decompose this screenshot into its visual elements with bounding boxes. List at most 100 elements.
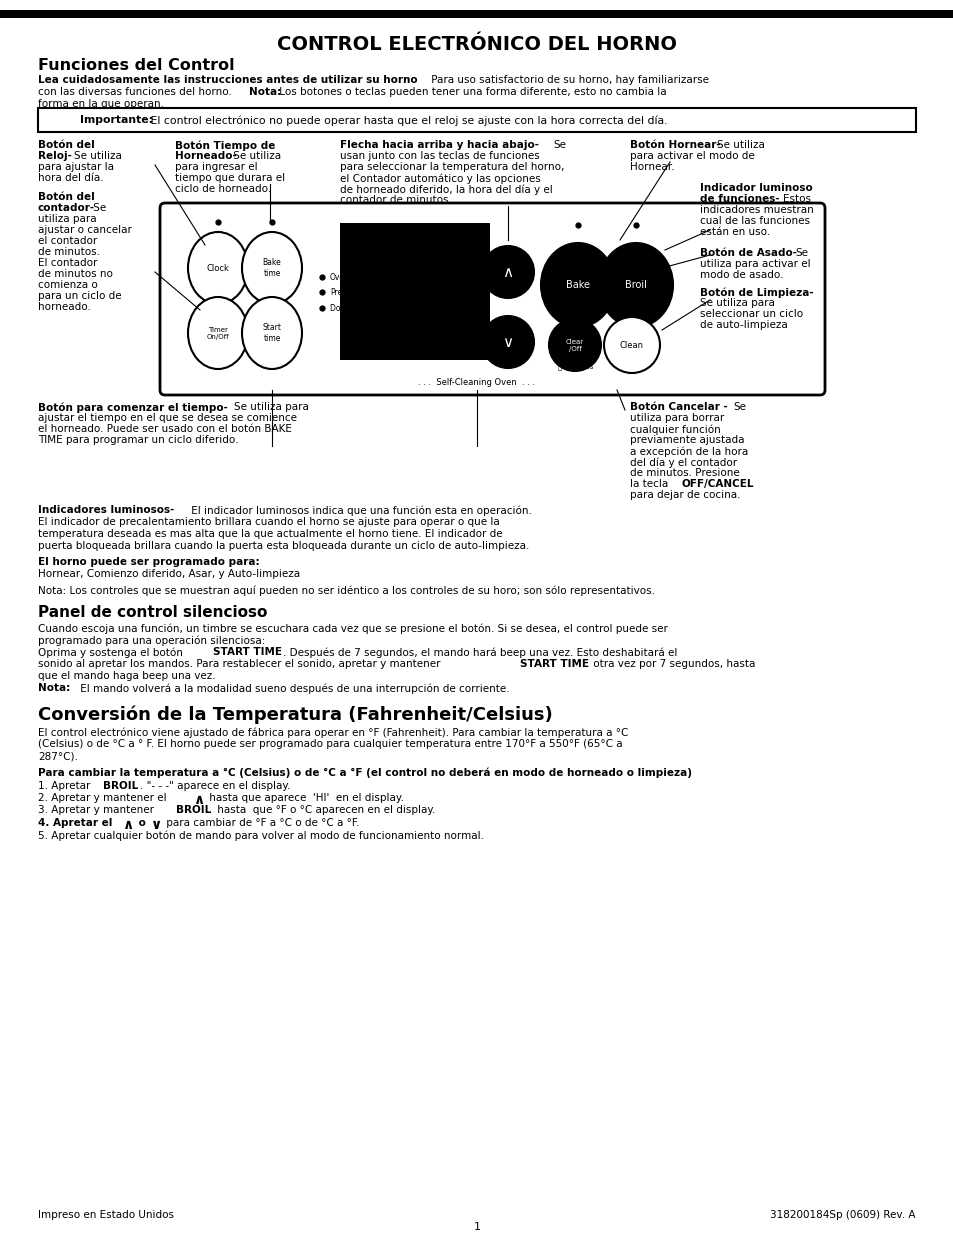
Text: Oven: Oven xyxy=(330,273,350,282)
Text: Botón para comenzar el tiempo-: Botón para comenzar el tiempo- xyxy=(38,403,228,412)
Text: Botón Tiempo de: Botón Tiempo de xyxy=(174,140,275,151)
Text: Broil: Broil xyxy=(624,280,646,290)
Text: puerta bloqueada brillara cuando la puerta esta bloqueada durante un ciclo de au: puerta bloqueada brillara cuando la puer… xyxy=(38,541,529,551)
Bar xyxy=(339,224,490,359)
Text: Conversión de la Temperatura (Fahrenheit/Celsius): Conversión de la Temperatura (Fahrenheit… xyxy=(38,705,552,724)
Text: Hornear.: Hornear. xyxy=(629,162,674,172)
Text: Flecha hacia arriba y hacia abajo-: Flecha hacia arriba y hacia abajo- xyxy=(339,140,538,149)
Text: Nota:: Nota: xyxy=(249,86,281,98)
Text: Door Locked: Door Locked xyxy=(330,304,377,312)
Text: TIME para programar un ciclo diferido.: TIME para programar un ciclo diferido. xyxy=(38,435,238,445)
Text: BROIL: BROIL xyxy=(103,781,138,790)
Text: Reloj-: Reloj- xyxy=(38,151,71,161)
Text: Se utiliza: Se utiliza xyxy=(230,151,281,161)
Text: el horneado. Puede ser usado con el botón BAKE: el horneado. Puede ser usado con el botó… xyxy=(38,424,292,433)
Text: START TIME: START TIME xyxy=(213,647,282,657)
Text: OFF/CANCEL: OFF/CANCEL xyxy=(681,479,754,489)
Text: seleccionar un ciclo: seleccionar un ciclo xyxy=(700,309,802,319)
Text: de minutos.: de minutos. xyxy=(38,247,100,257)
Text: cual de las funciones: cual de las funciones xyxy=(700,216,809,226)
Text: para un ciclo de: para un ciclo de xyxy=(38,291,121,301)
Text: del día y el contador: del día y el contador xyxy=(629,457,737,468)
Text: Bake: Bake xyxy=(565,280,589,290)
Text: Se: Se xyxy=(553,140,565,149)
Text: para activar el modo de: para activar el modo de xyxy=(629,151,754,161)
Text: la tecla: la tecla xyxy=(629,479,671,489)
Text: Horneado-: Horneado- xyxy=(174,151,236,161)
Text: a excepción de la hora: a excepción de la hora xyxy=(629,446,747,457)
Text: de horneado diferido, la hora del día y el: de horneado diferido, la hora del día y … xyxy=(339,184,552,194)
Text: Indicador luminoso: Indicador luminoso xyxy=(700,183,812,193)
Text: utiliza para borrar: utiliza para borrar xyxy=(629,412,723,424)
Text: Hornear, Comienzo diferido, Asar, y Auto-limpieza: Hornear, Comienzo diferido, Asar, y Auto… xyxy=(38,569,300,579)
Text: para dejar de cocina.: para dejar de cocina. xyxy=(629,490,740,500)
Text: sonido al apretar los mandos. Para restablecer el sonido, apretar y mantener: sonido al apretar los mandos. Para resta… xyxy=(38,659,443,669)
Bar xyxy=(38,107,915,132)
Text: (Celsius) o de °C a ° F. El horno puede ser programado para cualquier temperatur: (Celsius) o de °C a ° F. El horno puede … xyxy=(38,739,622,748)
Text: 1. Apretar: 1. Apretar xyxy=(38,781,93,790)
Text: hasta  que °F o °C aparecen en el display.: hasta que °F o °C aparecen en el display… xyxy=(213,805,435,815)
Text: tiempo que durara el: tiempo que durara el xyxy=(174,173,285,183)
Text: temperatura deseada es mas alta que la que actualmente el horno tiene. El indica: temperatura deseada es mas alta que la q… xyxy=(38,529,502,538)
Text: Se: Se xyxy=(90,203,106,212)
Text: Nota: Los controles que se muestran aquí pueden no ser idéntico a los controles : Nota: Los controles que se muestran aquí… xyxy=(38,585,655,595)
Text: Nota:: Nota: xyxy=(38,683,71,693)
Text: 2. Apretar y mantener el: 2. Apretar y mantener el xyxy=(38,793,170,803)
Text: El mando volverá a la modalidad sueno después de una interrupción de corriente.: El mando volverá a la modalidad sueno de… xyxy=(77,683,509,694)
Text: usan junto con las teclas de funciones: usan junto con las teclas de funciones xyxy=(339,151,539,161)
Text: Se utiliza para: Se utiliza para xyxy=(700,298,774,308)
Text: Funciones del Control: Funciones del Control xyxy=(38,58,234,73)
Circle shape xyxy=(481,246,534,298)
Text: el contador: el contador xyxy=(38,236,97,246)
Text: Preheat: Preheat xyxy=(330,288,359,296)
Text: Lea cuidadosamente las instrucciones antes de utilizar su horno: Lea cuidadosamente las instrucciones ant… xyxy=(38,75,417,85)
Text: El contador: El contador xyxy=(38,258,97,268)
Text: Clear
/Off: Clear /Off xyxy=(565,338,583,352)
Ellipse shape xyxy=(188,232,248,304)
Text: Botón del: Botón del xyxy=(38,191,94,203)
Text: ajustar el tiempo en el que se desea se comience: ajustar el tiempo en el que se desea se … xyxy=(38,412,296,424)
Text: El control electrónico no puede operar hasta que el reloj se ajuste con la hora : El control electrónico no puede operar h… xyxy=(147,115,667,126)
Text: Los botones o teclas pueden tener una forma diferente, esto no cambia la: Los botones o teclas pueden tener una fo… xyxy=(275,86,666,98)
Text: . . .  Self-Cleaning Oven  . . .: . . . Self-Cleaning Oven . . . xyxy=(418,378,535,387)
Text: de minutos. Presione: de minutos. Presione xyxy=(629,468,739,478)
Text: El control electrónico viene ajustado de fábrica para operar en °F (Fahrenheit).: El control electrónico viene ajustado de… xyxy=(38,727,628,737)
Text: Se utiliza: Se utiliza xyxy=(74,151,122,161)
Text: Se: Se xyxy=(732,403,745,412)
Text: 287°C).: 287°C). xyxy=(38,751,78,761)
Text: Botón Hornear-: Botón Hornear- xyxy=(629,140,720,149)
Text: utiliza para activar el: utiliza para activar el xyxy=(700,259,810,269)
Text: comienza o: comienza o xyxy=(38,280,97,290)
Text: Importante:: Importante: xyxy=(80,115,153,125)
Text: Clock: Clock xyxy=(207,263,230,273)
Text: Estos: Estos xyxy=(782,194,810,204)
Text: 5. Apretar cualquier botón de mando para volver al modo de funcionamiento normal: 5. Apretar cualquier botón de mando para… xyxy=(38,830,483,841)
Text: hora del día.: hora del día. xyxy=(38,173,104,183)
Text: . Después de 7 segundos, el mando hará beep una vez. Esto deshabitará el: . Después de 7 segundos, el mando hará b… xyxy=(283,647,677,657)
Text: El indicador luminosos indica que una función esta en operación.: El indicador luminosos indica que una fu… xyxy=(188,505,532,515)
Text: cualquier función: cualquier función xyxy=(629,424,720,435)
Text: Timer
On/Off: Timer On/Off xyxy=(207,326,229,340)
Text: Se utiliza para: Se utiliza para xyxy=(233,403,309,412)
Text: otra vez por 7 segundos, hasta: otra vez por 7 segundos, hasta xyxy=(589,659,755,669)
Text: Botón de Asado-: Botón de Asado- xyxy=(700,248,796,258)
Ellipse shape xyxy=(242,296,302,369)
Text: 3. Apretar y mantener: 3. Apretar y mantener xyxy=(38,805,157,815)
Text: contador de minutos.: contador de minutos. xyxy=(339,195,452,205)
Text: para seleccionar la temperatura del horno,: para seleccionar la temperatura del horn… xyxy=(339,162,564,172)
Text: Se: Se xyxy=(794,248,807,258)
Text: Se utiliza: Se utiliza xyxy=(717,140,764,149)
Text: ⚿ Controls: ⚿ Controls xyxy=(558,363,593,369)
Text: 4. Apretar el: 4. Apretar el xyxy=(38,818,116,827)
Circle shape xyxy=(548,319,600,370)
Text: de funciones-: de funciones- xyxy=(700,194,779,204)
Text: forma en la que operan.: forma en la que operan. xyxy=(38,99,164,109)
Text: Indicadores luminosos-: Indicadores luminosos- xyxy=(38,505,174,515)
Text: BROIL: BROIL xyxy=(175,805,211,815)
Text: ∨: ∨ xyxy=(151,818,162,832)
Text: ciclo de horneado.: ciclo de horneado. xyxy=(174,184,271,194)
Text: Panel de control silencioso: Panel de control silencioso xyxy=(38,605,267,620)
Text: Start
time: Start time xyxy=(262,324,281,342)
Text: horneado.: horneado. xyxy=(38,303,91,312)
Text: Botón del: Botón del xyxy=(38,140,94,149)
